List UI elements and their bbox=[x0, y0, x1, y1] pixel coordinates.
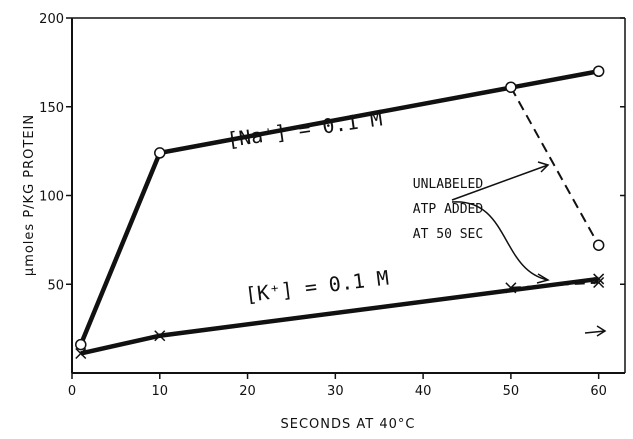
point-0-0 bbox=[75, 338, 87, 351]
annotation-line-1: UNLABELED bbox=[413, 177, 484, 192]
x-tick-label-0: 0 bbox=[68, 384, 76, 399]
point-1-1-stroke-b bbox=[154, 330, 166, 342]
series-line-2 bbox=[510, 86, 600, 246]
y-axis-title: μmoles P/KG PROTEIN bbox=[22, 114, 37, 276]
y-tick-label-0: 50 bbox=[47, 278, 64, 293]
point-1-1 bbox=[154, 330, 166, 342]
point-3-0 bbox=[505, 282, 517, 294]
y-tick-label-1: 100 bbox=[39, 190, 64, 205]
arrow-to-na-dashed bbox=[451, 164, 549, 201]
arrow-to-k-dashed bbox=[451, 201, 549, 281]
point-0-2 bbox=[592, 65, 605, 77]
point-1-2 bbox=[593, 273, 605, 285]
arrowhead-circle bbox=[596, 325, 607, 337]
point-2-1 bbox=[592, 239, 605, 251]
na-label: [Na⁺] = 0.1 M bbox=[225, 106, 383, 152]
markers-group bbox=[75, 65, 605, 360]
arrow-to-circle bbox=[584, 330, 606, 334]
point-1-0-stroke-b bbox=[75, 347, 87, 360]
point-0-1 bbox=[154, 147, 166, 159]
k-label: [K⁺] = 0.1 M bbox=[244, 266, 390, 307]
annotation-arrows bbox=[451, 161, 607, 337]
point-1-0 bbox=[75, 347, 87, 360]
point-1-2-stroke-b bbox=[593, 273, 605, 285]
annotation-line-3: AT 50 SEC bbox=[413, 227, 483, 242]
x-tick-label-1: 10 bbox=[152, 384, 169, 399]
na-series-label: [Na⁺] = 0.1 M bbox=[225, 106, 383, 152]
point-3-0-stroke-b bbox=[505, 282, 517, 294]
point-3-1 bbox=[593, 276, 605, 289]
point-2-0 bbox=[505, 81, 517, 93]
x-tick-label-2: 20 bbox=[239, 384, 256, 399]
x-tick-label-4: 40 bbox=[415, 384, 432, 399]
y-tick-label-3: 200 bbox=[39, 12, 64, 27]
ticks: 0 10 20 30 40 50 60 50 100 150 200 bbox=[39, 12, 625, 399]
y-tick-label-2: 150 bbox=[39, 101, 64, 116]
x-tick-label-6: 60 bbox=[590, 384, 607, 399]
arrowhead-k-dashed bbox=[536, 273, 550, 284]
x-tick-label-5: 50 bbox=[503, 384, 520, 399]
x-axis-title: SECONDS AT 40°C bbox=[281, 417, 416, 432]
series-line-3 bbox=[510, 281, 599, 289]
arrowhead-na-dashed bbox=[537, 161, 550, 173]
x-tick-label-3: 30 bbox=[327, 384, 344, 399]
point-3-1-stroke-b bbox=[593, 276, 605, 289]
axes bbox=[71, 17, 626, 374]
annotation-line-2: ATP ADDED bbox=[413, 202, 484, 217]
k-series-label: [K⁺] = 0.1 M bbox=[244, 266, 390, 307]
